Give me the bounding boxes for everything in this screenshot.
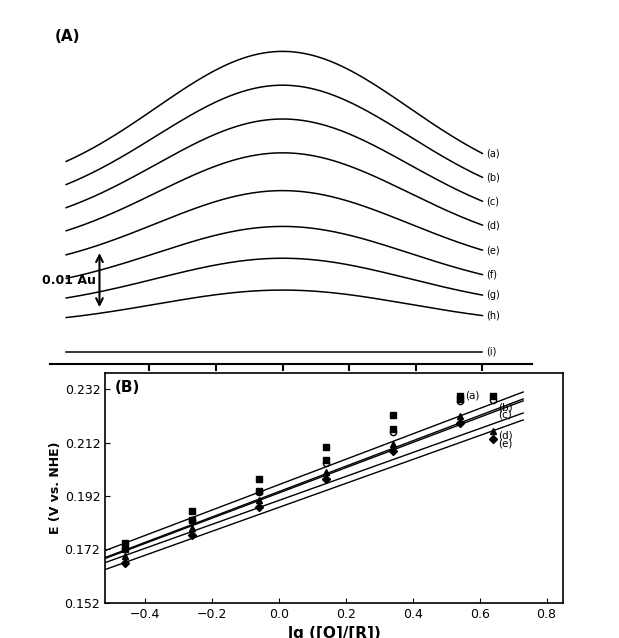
Text: (c): (c) [486, 197, 499, 206]
Text: (A): (A) [54, 29, 80, 44]
Text: (d): (d) [498, 431, 513, 441]
Text: (a): (a) [465, 391, 479, 401]
Text: 0.01 Au: 0.01 Au [42, 274, 96, 286]
Text: (b): (b) [498, 403, 513, 413]
X-axis label: Wavelength (nm): Wavelength (nm) [217, 394, 365, 409]
Text: (f): (f) [486, 270, 496, 279]
X-axis label: lg ([O]/[R]): lg ([O]/[R]) [288, 627, 381, 638]
Y-axis label: E (V vs. NHE): E (V vs. NHE) [49, 442, 62, 534]
Text: (b): (b) [486, 172, 500, 182]
Text: (h): (h) [486, 311, 500, 320]
Text: (B): (B) [115, 380, 140, 395]
Text: (e): (e) [498, 438, 513, 449]
Text: (c): (c) [498, 410, 512, 420]
Text: (g): (g) [486, 290, 500, 300]
Text: (d): (d) [486, 220, 500, 230]
Text: (a): (a) [486, 149, 500, 158]
Text: (e): (e) [486, 245, 500, 255]
Text: (i): (i) [486, 346, 496, 357]
